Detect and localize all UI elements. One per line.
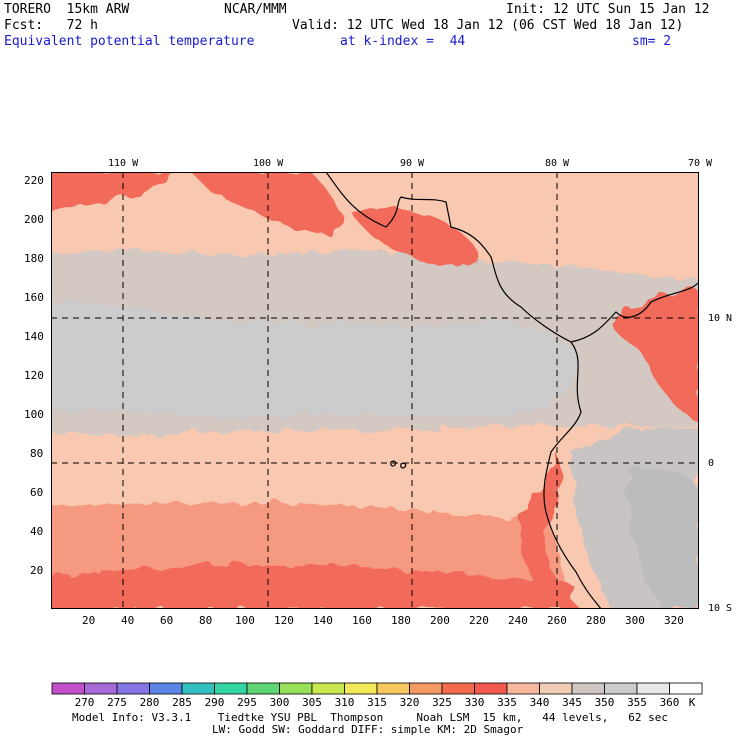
colorbar-swatch <box>246 682 280 695</box>
colorbar-swatch <box>474 682 508 695</box>
colorbar-label: 345 <box>562 696 582 709</box>
colorbar-swatch <box>279 682 313 695</box>
physics-info: LW: Godd SW: Goddard DIFF: simple KM: 2D… <box>212 723 524 736</box>
band-350 <box>51 301 579 417</box>
colorbar-label: 325 <box>432 696 452 709</box>
x-tick-80: 80 <box>199 614 213 627</box>
y-tick-180: 180 <box>24 252 44 265</box>
colorbar-swatch <box>409 682 443 695</box>
lon-label-70w: 70 W <box>688 158 713 169</box>
andes-warm <box>520 452 581 609</box>
colorbar-label: 285 <box>172 696 192 709</box>
colorbar-swatch <box>669 682 703 695</box>
colorbar-swatch <box>51 682 85 695</box>
colorbar-swatch <box>84 682 118 695</box>
x-tick-120: 120 <box>274 614 294 627</box>
lat-label-0: 0 <box>708 458 715 469</box>
lon-label-90w: 90 W <box>400 158 425 169</box>
graticule <box>51 172 699 609</box>
colorbar-swatch <box>376 682 410 695</box>
colorbar-label: 360 <box>659 696 680 709</box>
colorbar <box>51 682 703 695</box>
colorbar-swatch <box>214 682 248 695</box>
y-tick-100: 100 <box>24 408 44 421</box>
forecast-hour: Fcst: 72 h <box>4 18 98 33</box>
colorbar-unit: K <box>688 696 696 709</box>
valid-time: Valid: 12 UTC Wed 18 Jan 12 (06 CST Wed … <box>292 18 684 33</box>
venezuela-warm <box>611 288 699 422</box>
colorbar-label: 270 <box>74 696 95 709</box>
x-tick-200: 200 <box>430 614 450 627</box>
colorbar-swatch <box>116 682 150 695</box>
colorbar-swatch <box>539 682 573 695</box>
lon-label-110w: 110 W <box>108 158 139 169</box>
x-tick-160: 160 <box>352 614 372 627</box>
y-tick-120: 120 <box>24 369 44 382</box>
smoothing-info: sm= 2 <box>632 34 672 49</box>
field-name: Equivalent potential temperature <box>4 34 255 49</box>
central-america-warm <box>351 208 479 266</box>
model-info: Model Info: V3.3.1 Tiedtke YSU PBL Thomp… <box>72 711 669 724</box>
y-tick-160: 160 <box>24 291 44 304</box>
colorbar-swatch <box>149 682 183 695</box>
colorbar-label: 320 <box>399 696 420 709</box>
y-tick-80: 80 <box>30 447 44 460</box>
y-tick-140: 140 <box>24 330 44 343</box>
colorbar-label: 355 <box>627 696 647 709</box>
x-tick-20: 20 <box>82 614 96 627</box>
lat-label-10s: 10 S <box>708 603 733 614</box>
colorbar-swatch <box>636 682 670 695</box>
nw-warm <box>51 172 171 211</box>
colorbar-swatch <box>311 682 345 695</box>
organization: NCAR/MMM <box>224 2 287 17</box>
colorbar-label: 350 <box>594 696 615 709</box>
colorbar-label: 340 <box>529 696 550 709</box>
x-tick-180: 180 <box>391 614 411 627</box>
x-tick-100: 100 <box>235 614 255 627</box>
lon-label-80w: 80 W <box>545 158 570 169</box>
colorbar-swatch <box>344 682 378 695</box>
colorbar-label: 310 <box>334 696 355 709</box>
y-tick-200: 200 <box>24 213 44 226</box>
y-tick-40: 40 <box>30 525 44 538</box>
equivalent-potential-temperature-map <box>51 172 699 609</box>
init-time: Init: 12 UTC Sun 15 Jan 12 <box>506 2 710 17</box>
x-tick-260: 260 <box>547 614 567 627</box>
x-tick-240: 240 <box>508 614 528 627</box>
y-tick-20: 20 <box>30 564 44 577</box>
colorbar-swatch <box>181 682 215 695</box>
y-tick-220: 220 <box>24 174 44 187</box>
lat-label-10n: 10 N <box>708 313 733 324</box>
colorbar-swatch <box>571 682 605 695</box>
colorbar-label: 295 <box>237 696 257 709</box>
x-tick-40: 40 <box>121 614 135 627</box>
colorbar-label: 305 <box>302 696 322 709</box>
colorbar-swatch <box>506 682 540 695</box>
colorbar-label: 315 <box>367 696 387 709</box>
x-tick-320: 320 <box>664 614 684 627</box>
x-tick-300: 300 <box>625 614 645 627</box>
model-title: TORERO 15km ARW <box>4 2 130 17</box>
band-335 <box>51 563 571 609</box>
x-tick-220: 220 <box>469 614 489 627</box>
colorbar-label: 290 <box>204 696 225 709</box>
colorbar-label: 300 <box>269 696 290 709</box>
x-tick-140: 140 <box>313 614 333 627</box>
lon-label-100w: 100 W <box>253 158 284 169</box>
x-tick-60: 60 <box>160 614 174 627</box>
colorbar-label: 275 <box>107 696 127 709</box>
y-tick-60: 60 <box>30 486 44 499</box>
colorbar-swatch <box>441 682 475 695</box>
mexico-warm <box>191 172 342 237</box>
level-info: at k-index = 44 <box>340 34 466 49</box>
colorbar-label: 280 <box>139 696 160 709</box>
colorbar-swatch <box>604 682 638 695</box>
colorbar-label: 335 <box>497 696 517 709</box>
colorbar-label: 330 <box>464 696 485 709</box>
x-tick-280: 280 <box>586 614 606 627</box>
amazon-cool <box>628 468 699 609</box>
